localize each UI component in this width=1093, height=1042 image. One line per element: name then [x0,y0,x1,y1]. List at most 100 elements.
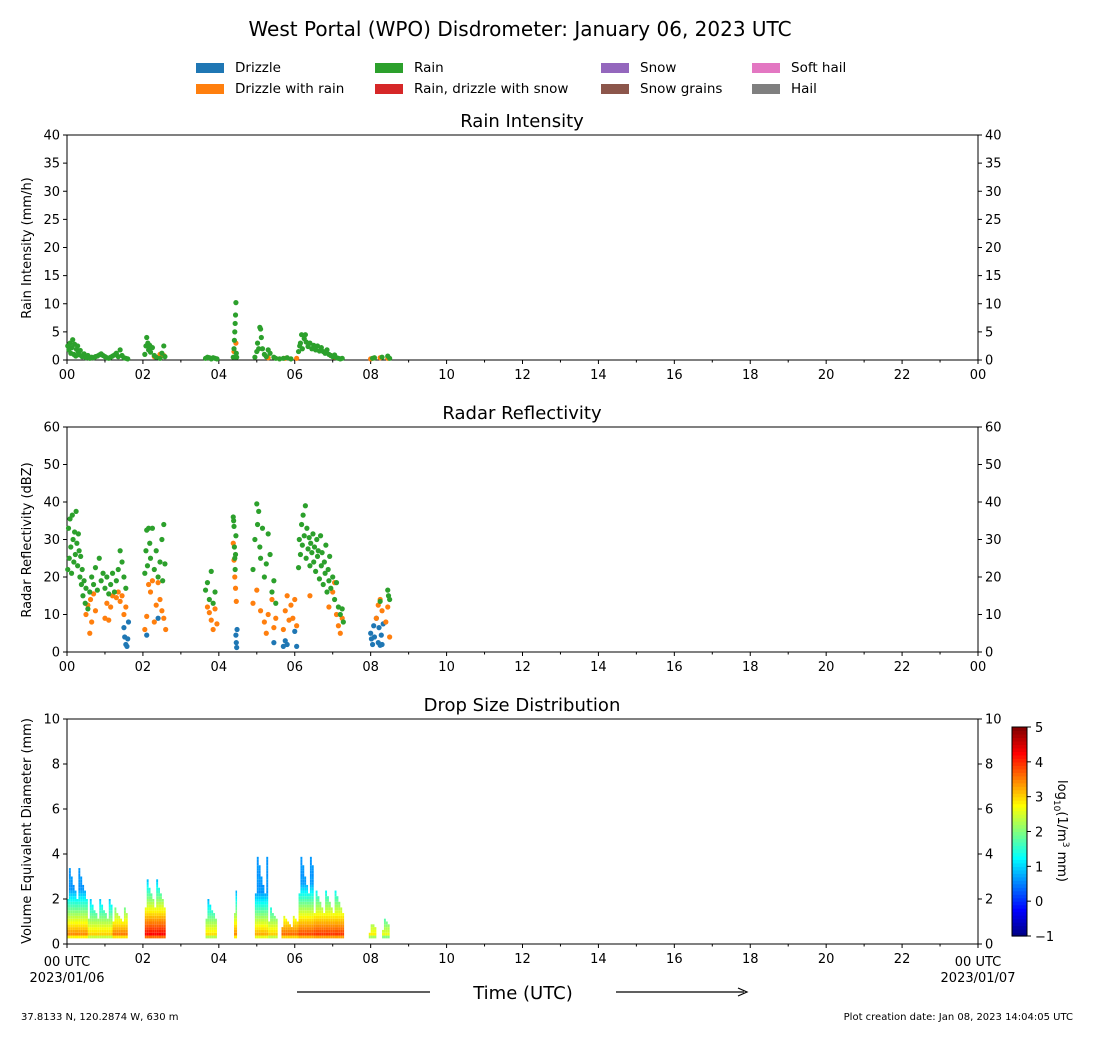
data-point [153,602,159,608]
dsd-cell [76,932,79,936]
dsd-cell [93,913,96,916]
dsd-cell [72,929,75,933]
dsd-cell [72,893,75,897]
dsd-cell [262,915,265,919]
dsd-cell [159,907,162,911]
x-tick-label: 22 [894,660,911,675]
data-point [232,320,238,327]
dsd-cell [294,924,297,928]
dsd-cell [260,927,263,930]
dsd-cell [159,893,162,897]
colorbar-segment [1012,848,1027,853]
dsd-cell [82,887,85,891]
dsd-cell [97,927,100,930]
dsd-cell [82,896,85,899]
dsd-cell [306,901,309,905]
dsd-cell [323,921,326,925]
dsd-cell [256,879,259,883]
data-point [267,350,273,356]
dsd-cell [273,932,276,936]
dsd-cell [85,901,88,905]
data-point [81,578,87,584]
dsd-cell [80,913,83,916]
legend-swatch [375,84,403,94]
data-point [231,346,237,352]
dsd-cell [315,913,318,916]
dsd-cell [207,913,210,916]
dsd-cell [122,921,124,925]
dsd-cell [76,915,79,919]
dsd-cell [327,896,329,899]
dsd-cell [125,913,128,916]
dsd-cell [82,929,85,933]
dsd-cell [89,907,92,911]
data-point [100,570,106,576]
dsd-cell [304,887,307,891]
radar-reflectivity-title: Radar Reflectivity [442,403,602,424]
dsd-cell [99,935,102,939]
dsd-cell [78,913,81,916]
dsd-cell [309,859,312,863]
data-point [119,559,125,565]
dsd-cell [311,882,314,885]
dsd-cell [302,899,305,902]
y-tick-label-right: 0 [985,354,993,369]
dsd-cell [78,879,81,883]
data-point [385,587,391,593]
dsd-cell [256,935,259,939]
dsd-cell [154,921,157,925]
dsd-cell [104,927,107,930]
dsd-cell [156,896,159,899]
dsd-cell [148,910,151,914]
dsd-cell [76,918,79,922]
dsd-cell [67,927,69,930]
dsd-cell [306,904,309,908]
data-point [271,640,277,646]
data-point [301,533,307,539]
dsd-cell [330,910,333,914]
dsd-cell [156,913,159,916]
dsd-cell [290,935,293,939]
data-point [254,340,261,346]
dsd-cell [108,935,111,939]
dsd-cell [262,935,265,939]
legend-label: Drizzle with rain [235,81,345,97]
colorbar-segment [1012,876,1027,881]
dsd-cell [84,935,86,939]
dsd-cell [256,896,259,899]
dsd-cell [296,927,299,930]
x-tick-label: 20 [818,368,835,383]
y-tick-label-left: 20 [43,241,60,256]
dsd-cell [306,915,309,919]
y-tick-label-right: 10 [985,297,1002,312]
dsd-cell [110,932,113,936]
legend-swatch [196,84,224,94]
dsd-cell [146,910,149,914]
dsd-cell [150,927,153,930]
dsd-cell [235,918,238,922]
data-point [125,619,132,625]
dsd-cell [116,913,119,916]
dsd-cell [209,927,212,930]
dsd-cell [281,927,284,930]
dsd-cell [311,893,314,897]
colorbar-segment [1012,838,1027,843]
data-point [379,354,385,360]
dsd-cell [266,882,269,885]
dsd-cell [152,918,155,922]
dsd-cell [262,890,265,894]
dsd-cell [207,910,210,914]
dsd-cell [80,890,83,894]
dsd-cell [156,893,159,897]
dsd-cell [235,927,238,930]
dsd-cell [325,921,328,925]
y-tick-label-right: 30 [985,185,1002,200]
dsd-cell [144,927,147,930]
dsd-cell [283,929,286,933]
dsd-cell [300,896,303,899]
dsd-cell [80,884,83,888]
dsd-cell [302,929,305,933]
dsd-cell [67,913,69,916]
dsd-cell [148,907,151,911]
dsd-cell [319,927,322,930]
